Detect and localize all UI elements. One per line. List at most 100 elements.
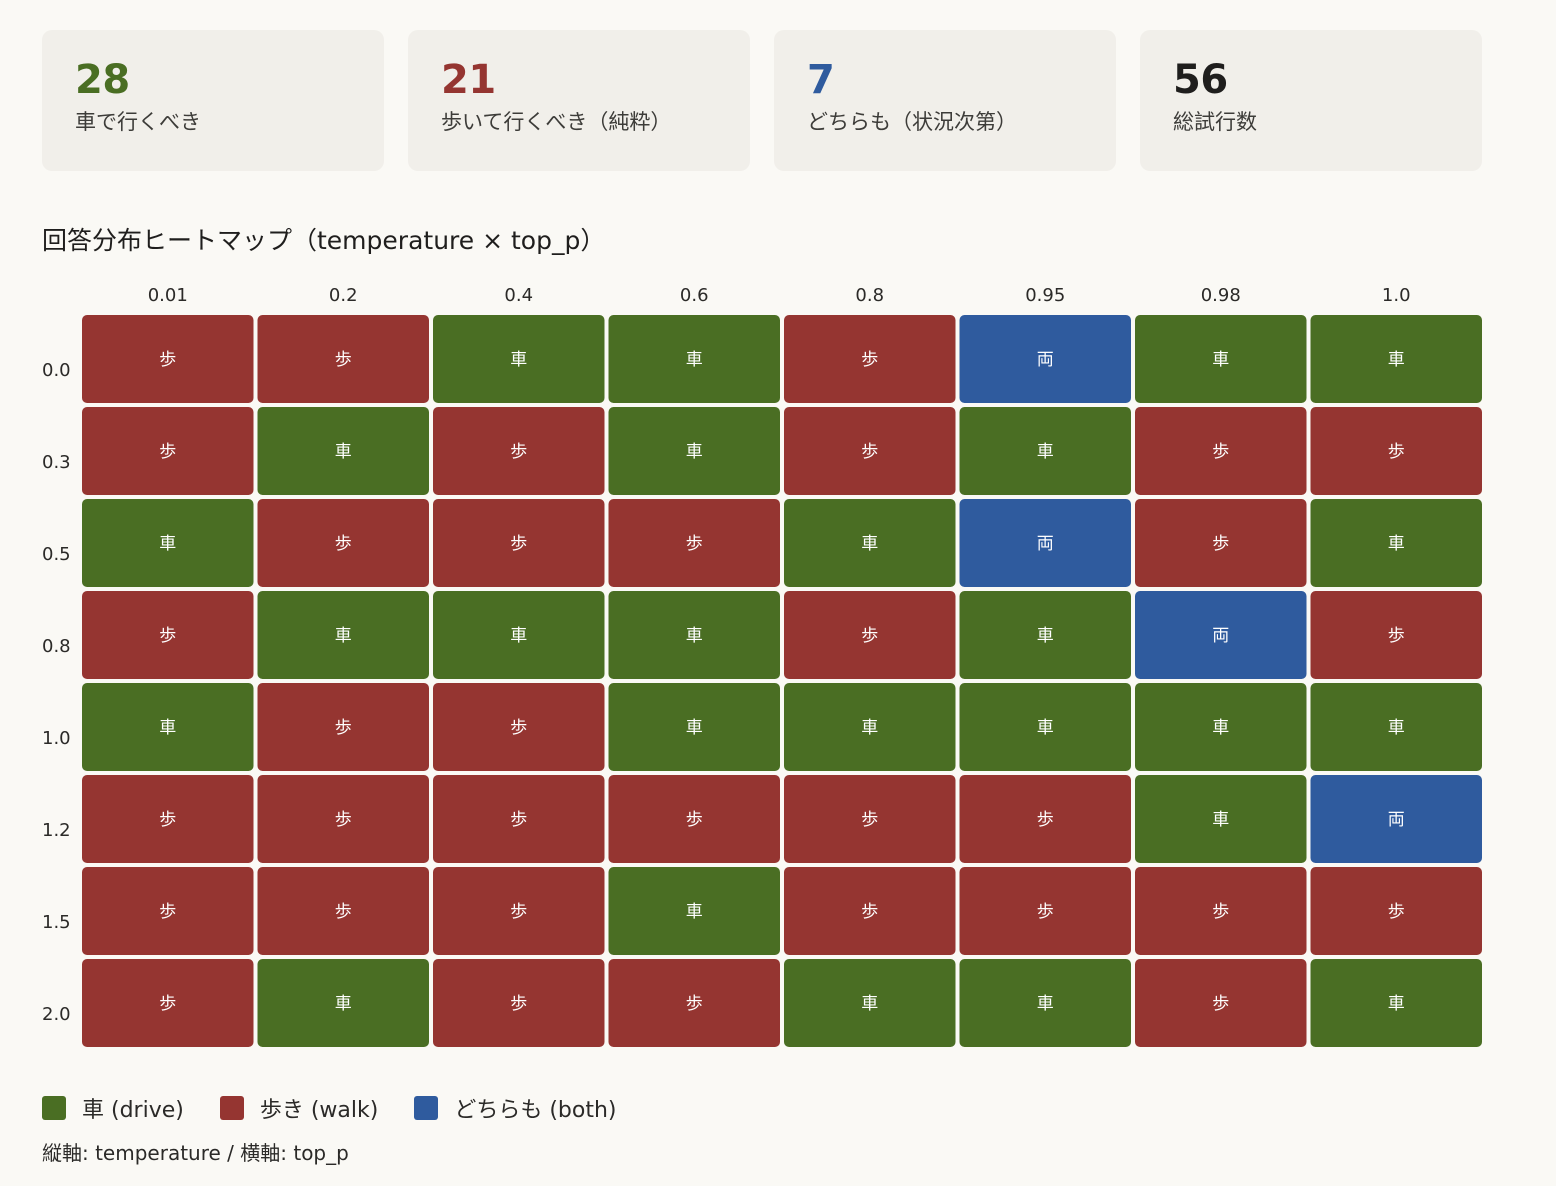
legend-label-walk: 歩き (walk) bbox=[259, 1098, 379, 1123]
cell-label: 車 bbox=[1388, 994, 1405, 1014]
stat-value-walk: 21 bbox=[441, 57, 496, 103]
heatmap-cell bbox=[433, 315, 605, 403]
heatmap-cell bbox=[1310, 591, 1482, 679]
cell-label: 車 bbox=[1037, 718, 1054, 738]
cell-label: 歩 bbox=[335, 350, 352, 370]
y-tick-label: 1.2 bbox=[42, 820, 71, 841]
cell-label: 車 bbox=[1388, 718, 1405, 738]
heatmap-cell bbox=[959, 775, 1131, 863]
stat-label-walk: 歩いて行くべき（純粋） bbox=[441, 110, 672, 134]
heatmap-cell bbox=[257, 591, 429, 679]
cell-label: 車 bbox=[510, 350, 527, 370]
heatmap-cell bbox=[433, 959, 605, 1047]
heatmap-cell bbox=[959, 959, 1131, 1047]
cell-label: 車 bbox=[1388, 350, 1405, 370]
cell-label: 車 bbox=[1212, 718, 1229, 738]
cell-label: 両 bbox=[1212, 626, 1229, 646]
stat-card-both: 7 どちらも（状況次第） bbox=[774, 30, 1116, 171]
x-tick-label: 0.98 bbox=[1201, 285, 1241, 306]
heatmap-cell bbox=[608, 499, 780, 587]
legend: 車 (drive) 歩き (walk) どちらも (both) bbox=[42, 1090, 653, 1126]
cell-label: 車 bbox=[861, 718, 878, 738]
stat-value-both: 7 bbox=[807, 57, 835, 103]
heatmap-cell bbox=[1135, 591, 1307, 679]
heatmap-cell bbox=[608, 775, 780, 863]
cell-label: 車 bbox=[861, 994, 878, 1014]
heatmap-cell bbox=[1135, 959, 1307, 1047]
cell-label: 歩 bbox=[510, 902, 527, 922]
cell-label: 歩 bbox=[159, 902, 176, 922]
cell-label: 歩 bbox=[861, 350, 878, 370]
heatmap-cell bbox=[82, 867, 254, 955]
legend-item-walk: 歩き (walk) bbox=[219, 1092, 379, 1124]
heatmap-cell bbox=[608, 867, 780, 955]
cell-label: 歩 bbox=[686, 994, 703, 1014]
legend-item-both: どちらも (both) bbox=[414, 1092, 617, 1124]
heatmap-cell bbox=[784, 683, 956, 771]
cell-label: 歩 bbox=[335, 902, 352, 922]
y-tick-label: 0.3 bbox=[42, 452, 71, 473]
cell-label: 歩 bbox=[1388, 902, 1405, 922]
heatmap-cell bbox=[82, 959, 254, 1047]
cell-label: 車 bbox=[335, 994, 352, 1014]
heatmap-cell bbox=[608, 683, 780, 771]
heatmap-cell bbox=[1310, 775, 1482, 863]
heatmap-cell bbox=[608, 315, 780, 403]
heatmap-cell bbox=[959, 591, 1131, 679]
heatmap-cell bbox=[608, 591, 780, 679]
x-tick-label: 1.0 bbox=[1382, 285, 1411, 306]
axis-note: 縦軸: temperature / 横軸: top_p bbox=[42, 1141, 349, 1165]
cell-label: 歩 bbox=[1037, 902, 1054, 922]
cell-label: 歩 bbox=[1212, 442, 1229, 462]
cell-label: 歩 bbox=[861, 442, 878, 462]
cell-label: 歩 bbox=[510, 442, 527, 462]
cell-label: 歩 bbox=[861, 902, 878, 922]
cell-label: 車 bbox=[686, 626, 703, 646]
cell-label: 車 bbox=[1037, 626, 1054, 646]
cell-label: 歩 bbox=[510, 534, 527, 554]
heatmap-cell bbox=[82, 775, 254, 863]
heatmap-cell bbox=[784, 959, 956, 1047]
heatmap-cell bbox=[433, 867, 605, 955]
cell-label: 車 bbox=[686, 442, 703, 462]
cell-label: 車 bbox=[861, 534, 878, 554]
legend-label-both: どちらも (both) bbox=[454, 1098, 617, 1123]
heatmap-cell bbox=[257, 959, 429, 1047]
cell-label: 車 bbox=[686, 350, 703, 370]
cell-label: 車 bbox=[159, 534, 176, 554]
heatmap-cell bbox=[608, 407, 780, 495]
heatmap-cell bbox=[959, 867, 1131, 955]
cell-label: 歩 bbox=[1388, 442, 1405, 462]
heatmap-cell bbox=[784, 591, 956, 679]
legend-swatch-both bbox=[414, 1096, 439, 1120]
legend-label-drive: 車 (drive) bbox=[82, 1098, 184, 1123]
cell-label: 歩 bbox=[686, 534, 703, 554]
heatmap-cell bbox=[257, 867, 429, 955]
cell-label: 歩 bbox=[686, 810, 703, 830]
cell-label: 車 bbox=[1037, 442, 1054, 462]
cell-label: 車 bbox=[510, 626, 527, 646]
heatmap-cell bbox=[784, 315, 956, 403]
heatmap-cell bbox=[959, 315, 1131, 403]
cell-label: 歩 bbox=[1388, 626, 1405, 646]
heatmap-cell bbox=[959, 683, 1131, 771]
cell-label: 車 bbox=[1037, 994, 1054, 1014]
heatmap-cell bbox=[1135, 867, 1307, 955]
x-tick-label: 0.95 bbox=[1025, 285, 1065, 306]
cell-label: 歩 bbox=[1212, 994, 1229, 1014]
x-tick-label: 0.6 bbox=[680, 285, 709, 306]
y-tick-label: 1.5 bbox=[42, 912, 71, 933]
heatmap-cell bbox=[1135, 499, 1307, 587]
heatmap-cell bbox=[82, 499, 254, 587]
stat-card-walk: 21 歩いて行くべき（純粋） bbox=[408, 30, 750, 171]
heatmap-cell bbox=[1310, 683, 1482, 771]
heatmap-cell bbox=[257, 407, 429, 495]
heatmap-cell bbox=[257, 775, 429, 863]
heatmap-cell bbox=[82, 407, 254, 495]
stat-value-drive: 28 bbox=[75, 57, 130, 103]
cell-label: 両 bbox=[1037, 534, 1054, 554]
heatmap-cell bbox=[784, 867, 956, 955]
y-tick-label: 1.0 bbox=[42, 728, 71, 749]
heatmap-cell bbox=[784, 407, 956, 495]
cell-label: 歩 bbox=[1212, 902, 1229, 922]
